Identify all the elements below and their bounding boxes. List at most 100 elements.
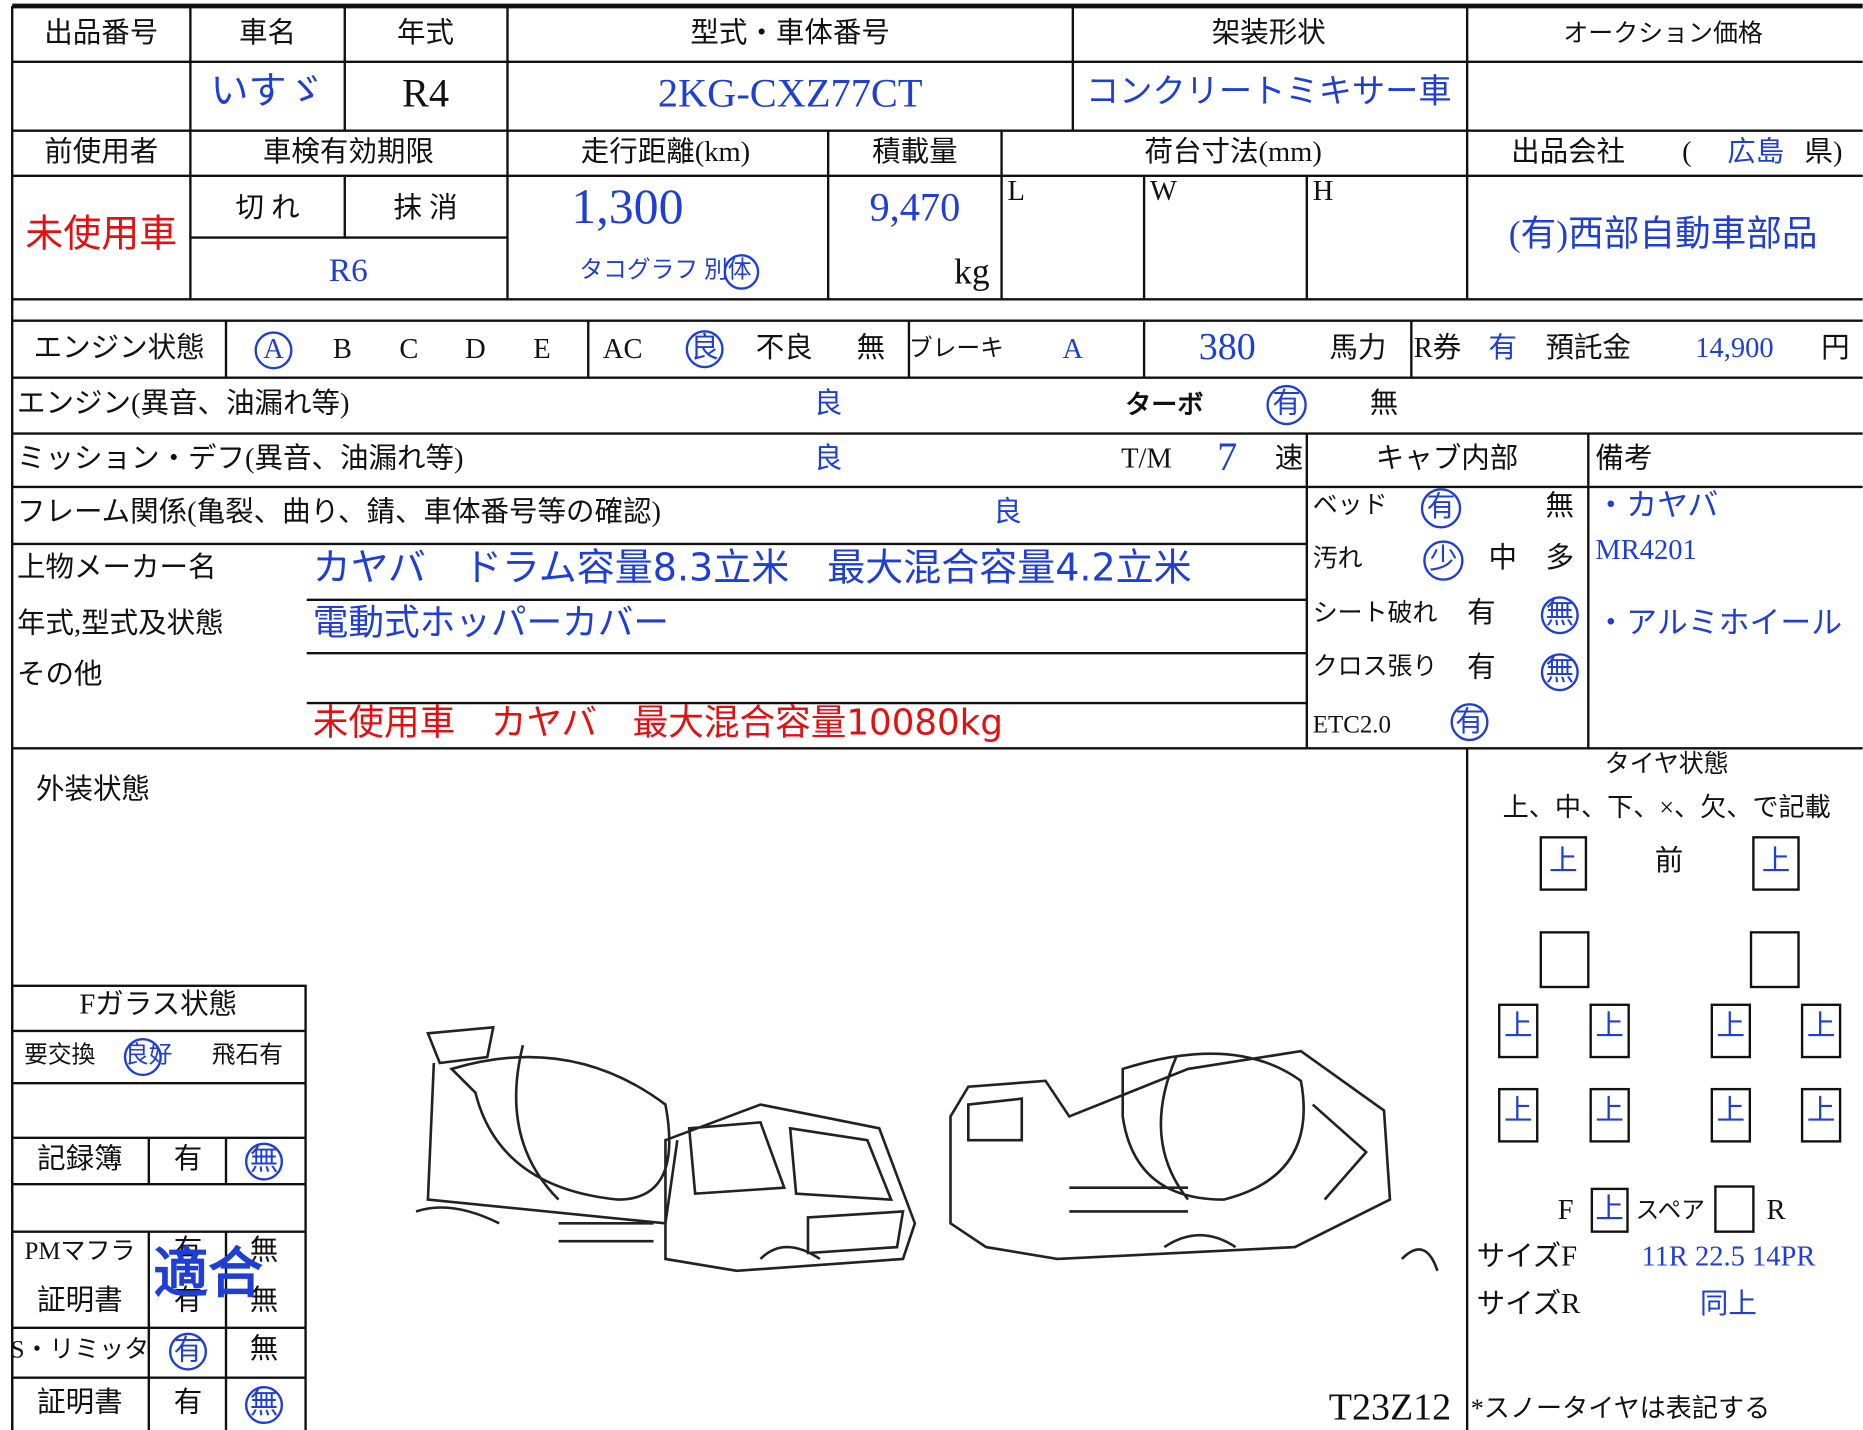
value: 380 <box>1199 326 1256 368</box>
value: 7 <box>1217 434 1237 479</box>
label: 上、中、下、×、欠、で記載 <box>1503 793 1831 822</box>
label: 馬力 <box>1329 332 1386 364</box>
label: 記録簿 <box>37 1143 123 1175</box>
label: シート破れ <box>1313 599 1438 627</box>
label: 無 <box>250 1235 279 1267</box>
label: エンジン状態 <box>34 332 205 364</box>
value: A <box>1063 334 1084 365</box>
value: 電動式ホッパーカバー <box>313 603 669 644</box>
label: F <box>1558 1195 1574 1226</box>
circles <box>123 254 1579 1425</box>
value: いすゞ <box>211 71 325 113</box>
label: フレーム関係(亀裂、曲り、錆、車体番号等の確認) <box>17 496 661 528</box>
label: 前 <box>1655 845 1684 877</box>
value: 良 <box>814 388 843 420</box>
value: 未使用車 カヤバ 最大混合容量10080kg <box>313 703 1003 744</box>
label: 証明書 <box>37 1387 123 1419</box>
value: 有 <box>1455 706 1484 738</box>
label: 抹 消 <box>393 192 457 224</box>
label: 型式・車体番号 <box>690 17 890 49</box>
value: R6 <box>329 252 368 289</box>
note: *スノータイヤは表記する <box>1471 1394 1770 1423</box>
value: 14,900 <box>1695 333 1773 364</box>
label: 上物メーカー名 <box>17 552 217 584</box>
label: R <box>1766 1195 1785 1226</box>
label: 無 <box>857 332 886 364</box>
label: H <box>1313 176 1334 207</box>
label: ETC2.0 <box>1313 712 1391 739</box>
label: 出品会社 <box>1511 136 1625 168</box>
label: 出品番号 <box>44 17 158 49</box>
label: エンジン(異音、油漏れ等) <box>17 388 349 420</box>
value: 有 <box>1427 491 1456 523</box>
value: 無 <box>1546 655 1575 687</box>
label: 不良 <box>756 332 813 364</box>
label: ( <box>1682 137 1692 168</box>
value: 2KG-CXZ77CT <box>658 71 923 116</box>
value: 上 <box>1504 1011 1533 1042</box>
label: 有 <box>174 1143 203 1175</box>
label: 切 れ <box>236 193 300 224</box>
value: 有 <box>1489 332 1518 364</box>
label: 外装状態 <box>36 774 150 806</box>
label: 有 <box>174 1235 203 1267</box>
label: 無 <box>250 1333 279 1365</box>
value: 少 <box>1429 543 1458 575</box>
value: 1,300 <box>571 179 683 234</box>
value: 上 <box>1762 846 1791 877</box>
value: MR4201 <box>1595 535 1696 566</box>
label: 有 <box>174 1387 203 1419</box>
label: ターボ <box>1125 391 1203 421</box>
value: 良 <box>993 496 1022 528</box>
label: 有 <box>1467 597 1496 629</box>
value: 上 <box>1717 1011 1746 1042</box>
value: 上 <box>1595 1095 1624 1126</box>
label: ベッド <box>1313 492 1388 519</box>
value: 未使用車 <box>25 213 177 255</box>
value: 広島 <box>1727 136 1784 168</box>
label: 預託金 <box>1546 332 1632 364</box>
label: Fガラス状態 <box>79 989 237 1021</box>
label: 無 <box>250 1284 279 1316</box>
label: S・リミッタ <box>11 1336 150 1363</box>
value: ・アルミホイール <box>1595 605 1842 640</box>
label: R券 <box>1414 332 1462 364</box>
label: 速 <box>1275 443 1304 474</box>
label: 有 <box>174 1284 203 1316</box>
label: T/M <box>1121 443 1172 474</box>
label: 無 <box>1370 388 1399 420</box>
label: ミッション・デフ(異音、油漏れ等) <box>17 442 463 474</box>
label: オークション価格 <box>1563 19 1763 47</box>
label: サイズR <box>1477 1288 1581 1320</box>
label: キャブ内部 <box>1376 442 1519 474</box>
value: 上 <box>1807 1011 1836 1042</box>
label: 有 <box>1467 651 1496 683</box>
value: 9,470 <box>869 185 960 230</box>
label: kg <box>954 252 990 292</box>
label: C <box>399 334 418 365</box>
label: 県) <box>1804 137 1842 168</box>
value: 上 <box>1595 1194 1624 1225</box>
value: ・カヤバ <box>1595 487 1718 522</box>
label: 無 <box>1546 490 1575 522</box>
stamp: 適合 <box>154 1241 264 1305</box>
value: 良 <box>814 442 843 474</box>
truck-illustrations <box>415 1025 1439 1273</box>
label: 荷台寸法(mm) <box>1145 136 1322 168</box>
label: 汚れ <box>1313 544 1363 572</box>
value: 11R 22.5 14PR <box>1641 1242 1815 1273</box>
label: 年式 <box>397 17 454 49</box>
label: 年式,型式及状態 <box>17 607 224 639</box>
value: R4 <box>402 71 449 116</box>
label: AC <box>603 334 643 365</box>
value: カヤバ ドラム容量8.3立米 最大混合容量4.2立米 <box>313 546 1192 590</box>
value: 上 <box>1504 1095 1533 1126</box>
label: 走行距離(km) <box>581 136 750 168</box>
label: 車検有効期限 <box>263 136 434 168</box>
value: 上 <box>1595 1011 1624 1042</box>
label: 中 <box>1489 542 1518 574</box>
value: (有)西部自動車部品 <box>1509 214 1818 254</box>
label: スペア <box>1635 1198 1705 1224</box>
label: E <box>533 334 550 365</box>
